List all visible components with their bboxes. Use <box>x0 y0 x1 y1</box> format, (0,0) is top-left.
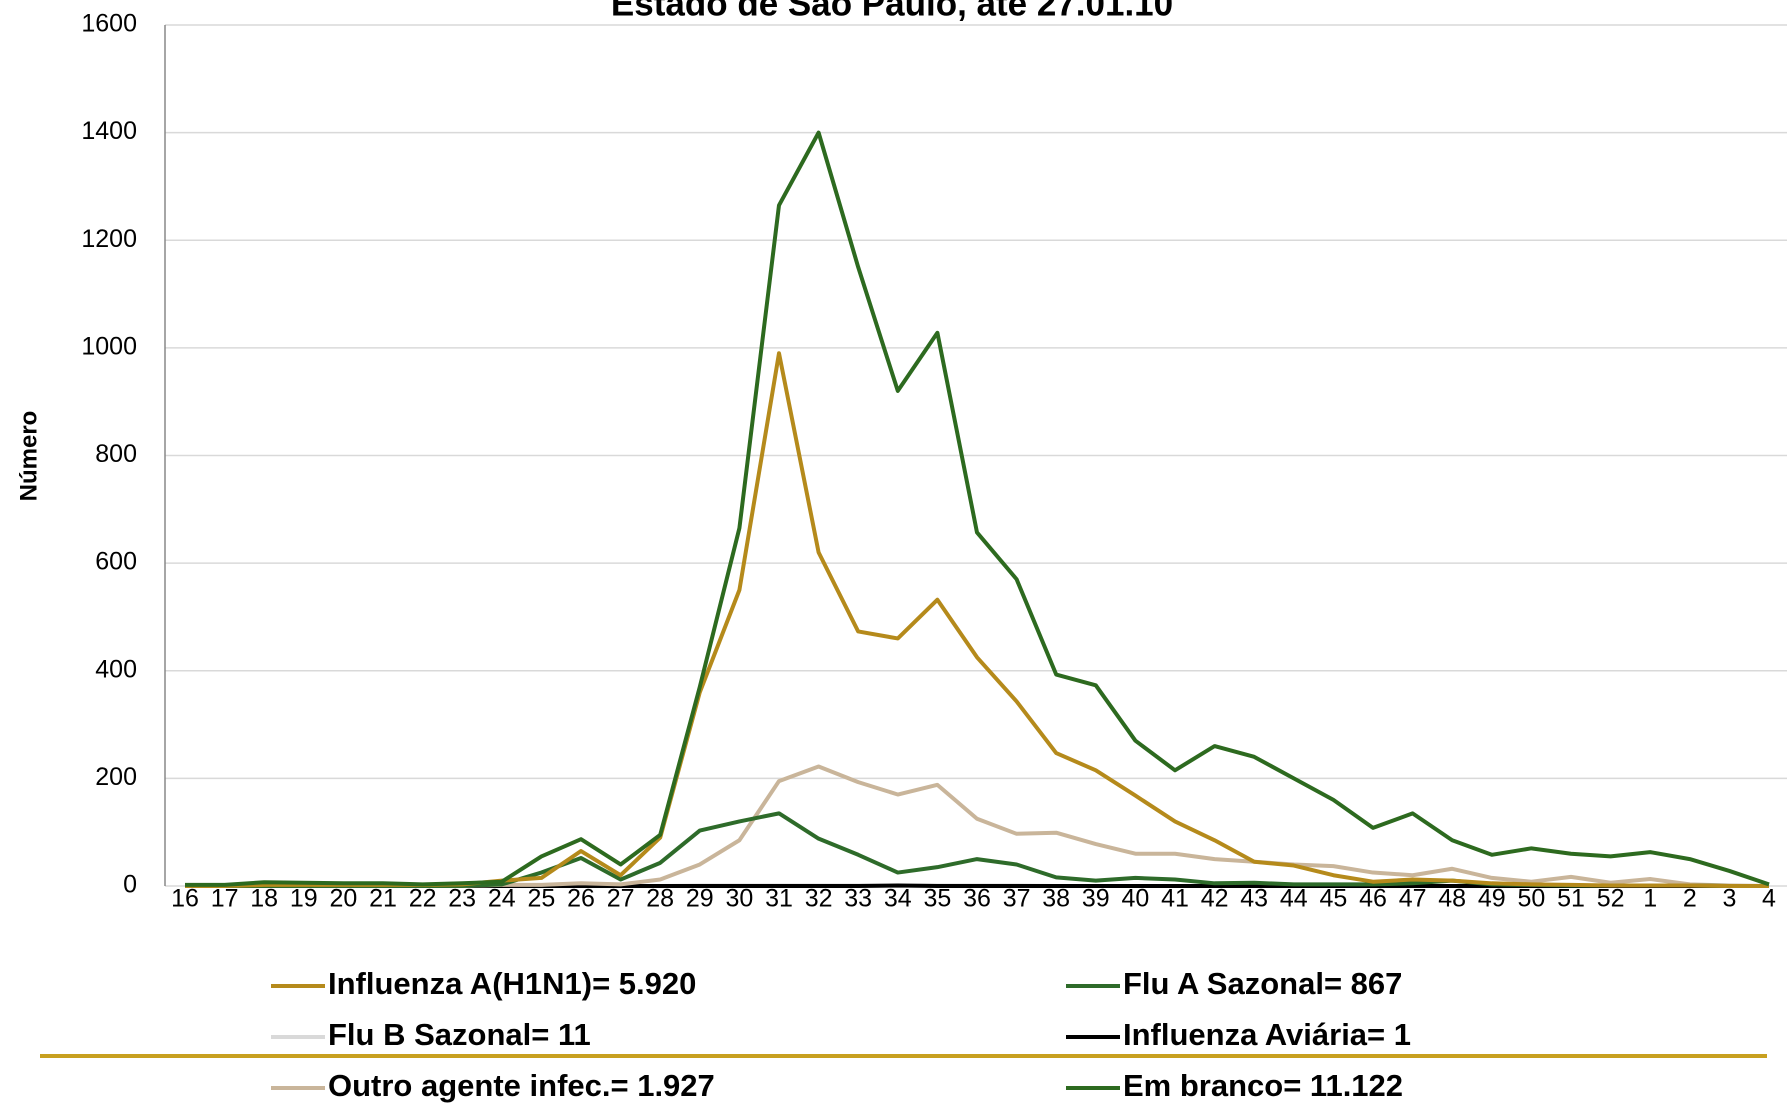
x-tick-label: 22 <box>409 885 437 913</box>
x-tick-label: 18 <box>250 885 278 913</box>
legend-label: Influenza A(H1N1)= 5.920 <box>328 966 696 1001</box>
x-tick-label: 27 <box>607 885 635 913</box>
x-tick-label: 38 <box>1042 885 1070 913</box>
x-tick-label: 34 <box>884 885 912 913</box>
x-tick-label: 47 <box>1399 885 1427 913</box>
x-tick-label: 16 <box>171 885 199 913</box>
y-tick-label: 1200 <box>81 225 137 253</box>
x-tick-label: 2 <box>1683 885 1697 913</box>
legend-label: Flu A Sazonal= 867 <box>1123 966 1402 1001</box>
x-tick-label: 1 <box>1643 885 1657 913</box>
x-tick-label: 29 <box>686 885 714 913</box>
x-tick-label: 17 <box>211 885 239 913</box>
x-tick-label: 32 <box>805 885 833 913</box>
y-tick-label: 1000 <box>81 332 137 360</box>
x-tick-label: 41 <box>1161 885 1189 913</box>
x-tick-label: 49 <box>1478 885 1506 913</box>
series-line <box>185 130 1770 887</box>
x-tick-label: 45 <box>1319 885 1347 913</box>
x-tick-label: 36 <box>963 885 991 913</box>
series-line <box>185 764 1770 888</box>
x-tick-label: 24 <box>488 885 516 913</box>
y-tick-label: 0 <box>123 871 137 899</box>
x-tick-label: 20 <box>329 885 357 913</box>
x-tick-label: 43 <box>1240 885 1268 913</box>
x-tick-label: 37 <box>1003 885 1031 913</box>
chart-title: Estado de São Paulo, até 27.01.10 <box>611 0 1173 23</box>
series-line <box>185 351 1769 888</box>
y-axis-label: Número <box>15 411 42 502</box>
x-tick-label: 19 <box>290 885 318 913</box>
legend-label: Influenza Aviária= 1 <box>1123 1017 1411 1052</box>
x-tick-label: 25 <box>527 885 555 913</box>
x-tick-label: 42 <box>1201 885 1229 913</box>
legend-label: Em branco= 11.122 <box>1123 1068 1403 1103</box>
x-tick-label: 31 <box>765 885 793 913</box>
x-tick-label: 35 <box>923 885 951 913</box>
x-tick-label: 4 <box>1762 885 1776 913</box>
legend-label: Flu B Sazonal= 11 <box>328 1017 591 1052</box>
x-tick-label: 52 <box>1597 885 1625 913</box>
x-tick-label: 40 <box>1121 885 1149 913</box>
x-tick-label: 46 <box>1359 885 1387 913</box>
x-tick-label: 39 <box>1082 885 1110 913</box>
y-tick-label: 400 <box>95 655 137 683</box>
y-tick-label: 600 <box>95 548 137 576</box>
y-tick-label: 1400 <box>81 117 137 145</box>
x-tick-label: 44 <box>1280 885 1308 913</box>
y-tick-label: 200 <box>95 763 137 791</box>
x-tick-label: 28 <box>646 885 674 913</box>
x-tick-label: 33 <box>844 885 872 913</box>
y-tick-label: 1600 <box>81 10 137 38</box>
x-tick-label: 26 <box>567 885 595 913</box>
x-tick-label: 3 <box>1722 885 1736 913</box>
x-tick-label: 21 <box>369 885 397 913</box>
x-tick-label: 50 <box>1517 885 1545 913</box>
x-tick-label: 23 <box>448 885 476 913</box>
x-tick-label: 30 <box>725 885 753 913</box>
legend-label: Outro agente infec.= 1.927 <box>328 1068 715 1103</box>
x-tick-label: 51 <box>1557 885 1585 913</box>
x-tick-label: 48 <box>1438 885 1466 913</box>
y-tick-label: 800 <box>95 440 137 468</box>
